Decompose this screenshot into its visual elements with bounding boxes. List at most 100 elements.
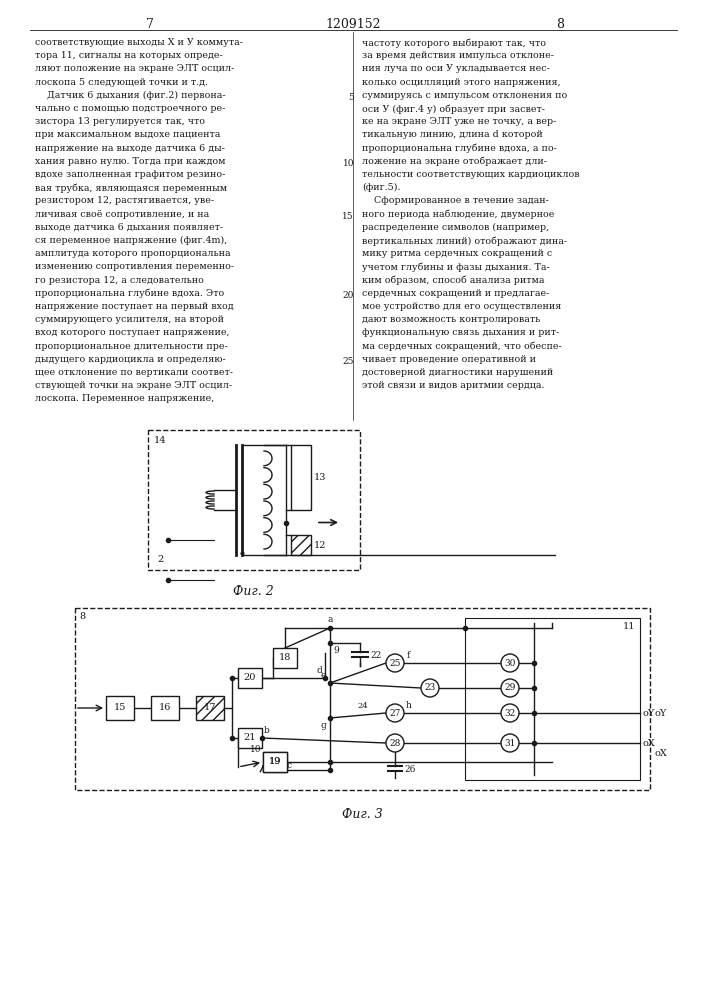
Text: 10: 10: [342, 159, 354, 168]
Text: 19: 19: [269, 758, 281, 766]
Text: d: d: [316, 666, 322, 675]
Text: ного периода наблюдение, двумерное: ного периода наблюдение, двумерное: [362, 210, 554, 219]
Text: ся переменное напряжение (фиг.4m),: ся переменное напряжение (фиг.4m),: [35, 236, 227, 245]
Circle shape: [501, 734, 519, 752]
Circle shape: [386, 704, 404, 722]
Bar: [196, 696, 224, 720]
Circle shape: [501, 679, 519, 697]
Text: 12: 12: [314, 540, 327, 550]
Text: чивает проведение оперативной и: чивает проведение оперативной и: [362, 355, 536, 364]
Text: Фиг. 3: Фиг. 3: [342, 808, 383, 821]
Text: 7: 7: [146, 18, 154, 31]
Text: ния луча по оси У укладывается нес-: ния луча по оси У укладывается нес-: [362, 64, 550, 73]
Text: дыдущего кардиоцикла и определяю-: дыдущего кардиоцикла и определяю-: [35, 355, 226, 364]
Text: вая трубка, являющаяся переменным: вая трубка, являющаяся переменным: [35, 183, 227, 193]
Text: суммирующего усилителя, на второй: суммирующего усилителя, на второй: [35, 315, 224, 324]
Text: напряжение на выходе датчика 6 ды-: напряжение на выходе датчика 6 ды-: [35, 144, 225, 153]
Circle shape: [501, 654, 519, 672]
Text: личивая своё сопротивление, и на: личивая своё сопротивление, и на: [35, 210, 209, 219]
Text: учетом глубины и фазы дыхания. Та-: учетом глубины и фазы дыхания. Та-: [362, 262, 550, 272]
Bar: [238, 728, 262, 748]
Text: g: g: [320, 721, 326, 730]
Text: 22: 22: [370, 652, 381, 660]
Text: вход которого поступает напряжение,: вход которого поступает напряжение,: [35, 328, 230, 337]
Text: тельности соответствующих кардиоциклов: тельности соответствующих кардиоциклов: [362, 170, 580, 179]
Text: h: h: [406, 701, 412, 710]
Text: oY: oY: [655, 708, 667, 718]
Text: 1209152: 1209152: [325, 18, 381, 31]
Bar: [273, 648, 297, 668]
Text: достоверной диагностики нарушений: достоверной диагностики нарушений: [362, 368, 554, 377]
Text: пропорциональна глубине вдоха. Это: пропорциональна глубине вдоха. Это: [35, 289, 224, 298]
Text: Фиг. 2: Фиг. 2: [233, 585, 274, 598]
Text: мику ритма сердечных сокращений с: мику ритма сердечных сокращений с: [362, 249, 552, 258]
Text: oX: oX: [655, 748, 668, 758]
Text: 15: 15: [114, 704, 126, 712]
Text: резистором 12, растягивается, уве-: резистором 12, растягивается, уве-: [35, 196, 214, 205]
Text: 11: 11: [622, 622, 635, 631]
Text: тора 11, сигналы на которых опреде-: тора 11, сигналы на которых опреде-: [35, 51, 223, 60]
Text: при максимальном выдохе пациента: при максимальном выдохе пациента: [35, 130, 221, 139]
Bar: [75, 608, 650, 790]
Text: ма сердечных сокращений, что обеспе-: ма сердечных сокращений, что обеспе-: [362, 342, 562, 351]
Text: сердечных сокращений и предлагае-: сердечных сокращений и предлагае-: [362, 289, 549, 298]
Text: Сформированное в течение задан-: Сформированное в течение задан-: [362, 196, 549, 205]
Text: тикальную линию, длина d которой: тикальную линию, длина d которой: [362, 130, 543, 139]
Text: пропорциональное длительности пре-: пропорциональное длительности пре-: [35, 342, 228, 351]
Text: ким образом, способ анализа ритма: ким образом, способ анализа ритма: [362, 276, 544, 285]
Text: го резистора 12, а следовательно: го резистора 12, а следовательно: [35, 276, 204, 285]
Text: пропорциональна глубине вдоха, а по-: пропорциональна глубине вдоха, а по-: [362, 144, 557, 153]
Text: 8: 8: [556, 18, 564, 31]
Text: 30: 30: [504, 658, 515, 668]
Text: 15: 15: [342, 212, 354, 221]
Bar: [151, 696, 179, 720]
Text: 20: 20: [343, 291, 354, 300]
Text: 9: 9: [333, 646, 339, 655]
Bar: [148, 430, 360, 570]
Text: 19: 19: [269, 758, 281, 766]
Text: хания равно нулю. Тогда при каждом: хания равно нулю. Тогда при каждом: [35, 157, 226, 166]
Text: за время действия импульса отклоне-: за время действия импульса отклоне-: [362, 51, 554, 60]
Text: колько осцилляций этого напряжения,: колько осцилляций этого напряжения,: [362, 78, 561, 87]
Text: 17: 17: [204, 704, 216, 712]
Bar: [263, 752, 287, 772]
Bar: [465, 618, 640, 780]
Text: 10: 10: [250, 745, 262, 754]
Circle shape: [386, 654, 404, 672]
Bar: [106, 696, 134, 720]
Text: 5: 5: [348, 93, 354, 102]
Text: ствующей точки на экране ЭЛТ осцил-: ствующей точки на экране ЭЛТ осцил-: [35, 381, 232, 390]
Text: 25: 25: [390, 658, 401, 668]
Text: 26: 26: [404, 766, 416, 774]
Text: b: b: [264, 726, 270, 735]
Text: выходе датчика 6 дыхания появляет-: выходе датчика 6 дыхания появляет-: [35, 223, 223, 232]
Text: 32: 32: [504, 708, 515, 718]
Text: 24: 24: [357, 702, 368, 710]
Text: 20: 20: [244, 674, 256, 682]
Text: (фиг.5).: (фиг.5).: [362, 183, 400, 192]
Text: дают возможность контролировать: дают возможность контролировать: [362, 315, 540, 324]
Text: амплитуда которого пропорциональна: амплитуда которого пропорциональна: [35, 249, 230, 258]
Text: оси У (фиг.4 у) образует при засвет-: оси У (фиг.4 у) образует при засвет-: [362, 104, 545, 113]
Text: вдохе заполненная графитом резино-: вдохе заполненная графитом резино-: [35, 170, 226, 179]
Text: 2: 2: [158, 556, 164, 564]
Circle shape: [386, 734, 404, 752]
Text: 8: 8: [79, 612, 85, 621]
Text: f: f: [407, 651, 410, 660]
Text: 16: 16: [159, 704, 171, 712]
Text: oY: oY: [643, 708, 655, 718]
Text: суммируясь с импульсом отклонения по: суммируясь с импульсом отклонения по: [362, 91, 567, 100]
Text: зистора 13 регулируется так, что: зистора 13 регулируется так, что: [35, 117, 205, 126]
Bar: [238, 668, 262, 688]
Text: щее отклонение по вертикали соответ-: щее отклонение по вертикали соответ-: [35, 368, 233, 377]
Text: ляют положение на экране ЭЛТ осцил-: ляют положение на экране ЭЛТ осцил-: [35, 64, 235, 73]
Text: 18: 18: [279, 654, 291, 662]
Text: 13: 13: [314, 473, 327, 482]
Text: мое устройство для его осуществления: мое устройство для его осуществления: [362, 302, 561, 311]
Text: c: c: [287, 760, 292, 770]
Text: напряжение поступает на первый вход: напряжение поступает на первый вход: [35, 302, 233, 311]
Text: соответствующие выходы X и У коммута-: соответствующие выходы X и У коммута-: [35, 38, 243, 47]
Text: лоскопа. Переменное напряжение,: лоскопа. Переменное напряжение,: [35, 394, 214, 403]
Text: ложение на экране отображает дли-: ложение на экране отображает дли-: [362, 157, 547, 166]
Text: частоту которого выбирают так, что: частоту которого выбирают так, что: [362, 38, 546, 47]
